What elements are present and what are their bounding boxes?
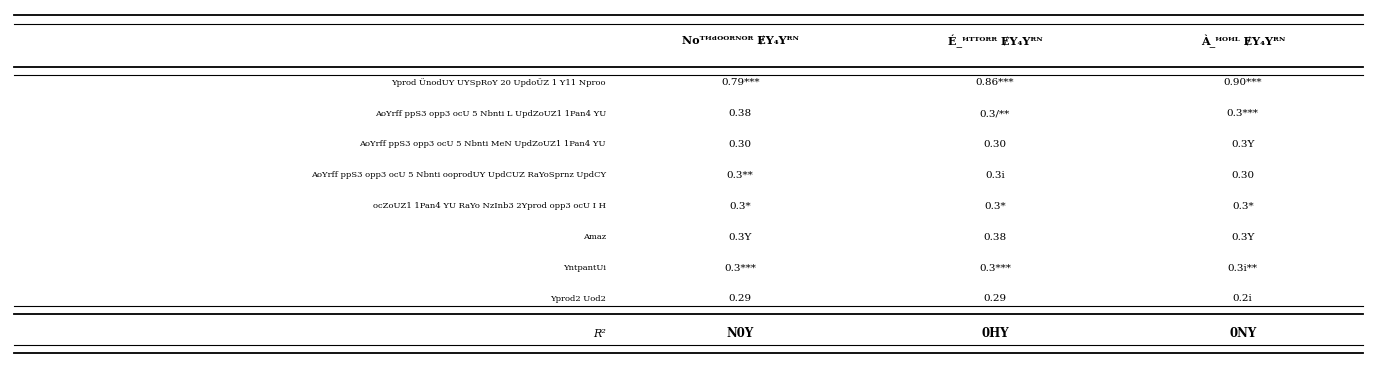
Text: 0.3Y: 0.3Y (728, 233, 752, 242)
Text: 0.30: 0.30 (728, 140, 752, 149)
Text: 0.3i: 0.3i (985, 171, 1005, 180)
Text: Noᵁᴻᵈᴼᴼᴿᴺᴼᴿ ɆY₄Yᴿᴺ: Noᵁᴻᵈᴼᴼᴿᴺᴼᴿ ɆY₄Yᴿᴺ (682, 35, 799, 46)
Text: 0.3Y: 0.3Y (1231, 140, 1254, 149)
Text: 0.3***: 0.3*** (1227, 109, 1259, 118)
Text: 0.3/**: 0.3/** (980, 109, 1009, 118)
Text: 0.30: 0.30 (983, 140, 1007, 149)
Text: 0.29: 0.29 (728, 294, 752, 303)
Text: 0.29: 0.29 (983, 294, 1007, 303)
Text: YntpantUi: YntpantUi (563, 264, 606, 272)
Text: 0.38: 0.38 (728, 109, 752, 118)
Text: 0.3Y: 0.3Y (1231, 233, 1254, 242)
Text: R²: R² (593, 329, 606, 339)
Text: ocZoUZ1 1Pan4 YU RaYo NzInb3 2Yprod opp3 ocU I H: ocZoUZ1 1Pan4 YU RaYo NzInb3 2Yprod opp3… (373, 202, 606, 210)
Text: 0.3*: 0.3* (1232, 202, 1253, 211)
Text: 0HY: 0HY (980, 327, 1009, 340)
Text: À_ᴻᴼᴻᴸ ɆY₄Yᴿᴺ: À_ᴻᴼᴻᴸ ɆY₄Yᴿᴺ (1201, 34, 1285, 47)
Text: 0.86***: 0.86*** (976, 78, 1013, 87)
Text: N0Y: N0Y (727, 327, 753, 340)
Text: 0.90***: 0.90*** (1224, 78, 1261, 87)
Text: 0.79***: 0.79*** (722, 78, 759, 87)
Text: É_ᴻᵁᵁᴼᴿᴿ ɆY₄Yᴿᴺ: É_ᴻᵁᵁᴼᴿᴿ ɆY₄Yᴿᴺ (947, 34, 1042, 47)
Text: AoYrff ppS3 opp3 ocU 5 Nbnti ooprodUY UpdCUZ RaYoSprnz UpdCY: AoYrff ppS3 opp3 ocU 5 Nbnti ooprodUY Up… (311, 171, 606, 179)
Text: 0.3***: 0.3*** (724, 263, 756, 273)
Text: AoYrff ppS3 opp3 ocU 5 Nbnti L UpdZoUZ1 1Pan4 YU: AoYrff ppS3 opp3 ocU 5 Nbnti L UpdZoUZ1 … (375, 110, 606, 117)
Text: 0.3**: 0.3** (727, 171, 753, 180)
Text: 0NY: 0NY (1230, 327, 1256, 340)
Text: 0.38: 0.38 (983, 233, 1007, 242)
Text: 0.3i**: 0.3i** (1228, 263, 1257, 273)
Text: Yprod2 Uod2: Yprod2 Uod2 (549, 295, 606, 303)
Text: Amaz: Amaz (582, 233, 606, 241)
Text: 0.2i: 0.2i (1232, 294, 1253, 303)
Text: 0.3***: 0.3*** (979, 263, 1011, 273)
Text: 0.3*: 0.3* (985, 202, 1005, 211)
Text: Yprod ÜnodUY UYSpRoY 20 UpdoÜZ 1 Y11 Nproo: Yprod ÜnodUY UYSpRoY 20 UpdoÜZ 1 Y11 Npr… (391, 78, 606, 87)
Text: AoYrff ppS3 opp3 ocU 5 Nbnti MeN UpdZoUZ1 1Pan4 YU: AoYrff ppS3 opp3 ocU 5 Nbnti MeN UpdZoUZ… (359, 141, 606, 148)
Text: 0.30: 0.30 (1231, 171, 1254, 180)
Text: 0.3*: 0.3* (730, 202, 750, 211)
